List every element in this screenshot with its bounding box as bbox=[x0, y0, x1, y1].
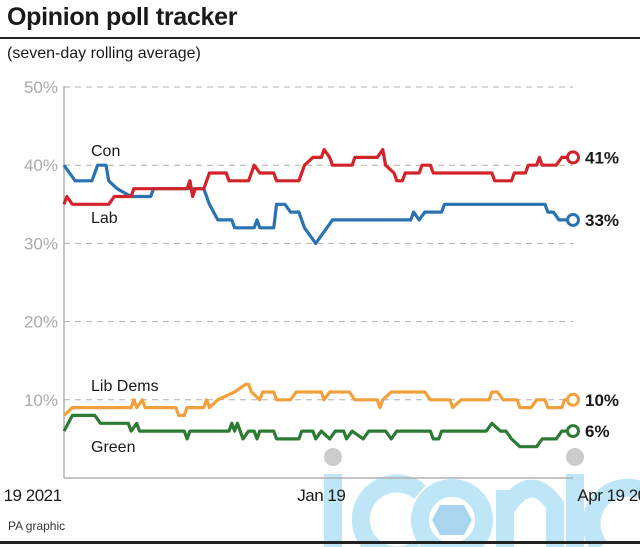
watermark-dot bbox=[566, 448, 584, 466]
watermark-letter-i bbox=[324, 474, 342, 547]
x-tick-label: Jan 19 bbox=[297, 486, 345, 505]
end-value-label: 6% bbox=[585, 422, 610, 441]
series-line-lab bbox=[62, 148, 573, 206]
end-point-marker bbox=[566, 392, 580, 407]
watermark-letter-i bbox=[566, 474, 584, 547]
watermark-letter-c bbox=[351, 474, 426, 547]
axes: 10% 20% 30% 40% 50% Oct 19 2021 Jan 19 Apr 19 2… bbox=[0, 78, 640, 505]
series-name-label: Green bbox=[91, 439, 135, 456]
end-value-label: 10% bbox=[585, 391, 619, 410]
end-point-marker bbox=[566, 212, 580, 227]
series-name-label: Lib Dems bbox=[91, 378, 159, 395]
chart-title: Opinion poll tracker bbox=[7, 3, 238, 31]
y-tick-label: 30% bbox=[24, 234, 58, 253]
title-divider bbox=[0, 37, 640, 39]
series-name-label: Lab bbox=[91, 210, 118, 227]
source-credit: PA graphic bbox=[8, 519, 66, 533]
y-tick-label: 10% bbox=[24, 391, 58, 410]
x-tick-label: Oct 19 2021 bbox=[0, 486, 62, 505]
series-line-con bbox=[62, 163, 573, 245]
series-labels: 33% Con 41% Lab 10% Lib Dems 6% Green bbox=[91, 143, 619, 456]
series-line-lib-dems bbox=[62, 382, 573, 417]
series-lines bbox=[62, 148, 580, 449]
watermark-letter-n bbox=[496, 479, 564, 547]
grid bbox=[64, 86, 573, 401]
chart-subtitle: (seven-day rolling average) bbox=[7, 45, 201, 62]
watermark-dot bbox=[324, 448, 342, 466]
bottom-divider bbox=[0, 541, 640, 544]
watermark-letter-o bbox=[411, 479, 493, 547]
series-name-label: Con bbox=[91, 143, 120, 160]
watermark-logo bbox=[324, 448, 640, 547]
end-value-label: 41% bbox=[585, 148, 619, 167]
end-value-label: 33% bbox=[585, 211, 619, 230]
y-tick-label: 40% bbox=[24, 156, 58, 175]
watermark-hexagon bbox=[432, 505, 472, 535]
series-line-green bbox=[62, 413, 573, 449]
y-tick-label: 50% bbox=[24, 78, 58, 97]
end-point-marker bbox=[566, 150, 580, 165]
x-tick-label: Apr 19 2022 bbox=[577, 486, 640, 505]
watermark-letter-c bbox=[582, 478, 640, 547]
end-point-marker bbox=[566, 424, 580, 439]
y-tick-label: 20% bbox=[24, 313, 58, 332]
